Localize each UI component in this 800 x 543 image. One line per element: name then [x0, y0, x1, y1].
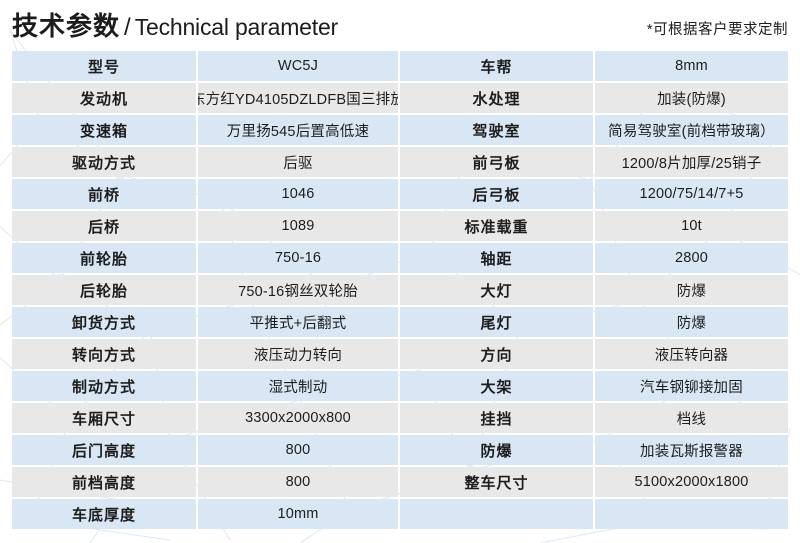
table-row: 后轮胎 750-16钢丝双轮胎: [12, 274, 398, 306]
spec-label: 轴距: [400, 243, 593, 273]
spec-label: 后弓板: [400, 179, 593, 209]
table-row: 轴距 2800: [400, 242, 788, 274]
table-row: 大架 汽车钢铆接加固: [400, 370, 788, 402]
spec-label: 标准载重: [400, 211, 593, 241]
spec-value: WC5J: [198, 51, 398, 81]
spec-label: 方向: [400, 339, 593, 369]
table-row: 前弓板 1200/8片加厚/25销子: [400, 146, 788, 178]
spec-label: [400, 499, 593, 529]
table-row: 车厢尺寸 3300x2000x800: [12, 402, 398, 434]
spec-value: 平推式+后翻式: [198, 307, 398, 337]
spec-value: 液压动力转向: [198, 339, 398, 369]
spec-label: 整车尺寸: [400, 467, 593, 497]
spec-label: 车帮: [400, 51, 593, 81]
spec-value: 汽车钢铆接加固: [595, 371, 788, 401]
spec-table-right: 车帮 8mm 水处理 加装(防爆) 驾驶室 简易驾驶室(前档带玻璃） 前弓板 1200/8片加…: [400, 50, 788, 530]
spec-label: 驾驶室: [400, 115, 593, 145]
table-row: 变速箱 万里扬545后置高低速: [12, 114, 398, 146]
table-row: 发动机 东方红YD4105DZLDFB国三排放: [12, 82, 398, 114]
spec-value: 防爆: [595, 307, 788, 337]
page-title-separator: /: [124, 14, 131, 41]
spec-label: 驱动方式: [12, 147, 196, 177]
spec-label: 防爆: [400, 435, 593, 465]
table-row: 驱动方式 后驱: [12, 146, 398, 178]
spec-value: 2800: [595, 243, 788, 273]
spec-value: 1200/75/14/7+5: [595, 179, 788, 209]
spec-table-left: 型号 WC5J 发动机 东方红YD4105DZLDFB国三排放 变速箱 万里扬545后置高…: [12, 50, 398, 530]
spec-label: 前桥: [12, 179, 196, 209]
spec-value: 800: [198, 435, 398, 465]
spec-value: 1200/8片加厚/25销子: [595, 147, 788, 177]
spec-value: 防爆: [595, 275, 788, 305]
table-row: 驾驶室 简易驾驶室(前档带玻璃）: [400, 114, 788, 146]
spec-label: 车底厚度: [12, 499, 196, 529]
spec-value: 800: [198, 467, 398, 497]
spec-value: 5100x2000x1800: [595, 467, 788, 497]
spec-label: 型号: [12, 51, 196, 81]
spec-value: 东方红YD4105DZLDFB国三排放: [198, 83, 398, 113]
table-row: 制动方式 湿式制动: [12, 370, 398, 402]
table-row: 标准载重 10t: [400, 210, 788, 242]
spec-label: 大架: [400, 371, 593, 401]
spec-value: 8mm: [595, 51, 788, 81]
spec-value: 档线: [595, 403, 788, 433]
spec-value: 加装(防爆): [595, 83, 788, 113]
spec-label: 挂挡: [400, 403, 593, 433]
table-row: 前轮胎 750-16: [12, 242, 398, 274]
page-title-english: Technical parameter: [134, 14, 339, 40]
table-row: 卸货方式 平推式+后翻式: [12, 306, 398, 338]
spec-label: 制动方式: [12, 371, 196, 401]
spec-label: 前轮胎: [12, 243, 196, 273]
spec-label: 后轮胎: [12, 275, 196, 305]
spec-value: 10t: [595, 211, 788, 241]
table-row: 方向 液压转向器: [400, 338, 788, 370]
spec-value: 3300x2000x800: [198, 403, 398, 433]
table-row: 前档高度 800: [12, 466, 398, 498]
spec-value: 加装瓦斯报警器: [595, 435, 788, 465]
spec-value: [595, 499, 788, 529]
spec-label: 车厢尺寸: [12, 403, 196, 433]
spec-label: 转向方式: [12, 339, 196, 369]
page-title-chinese: 技术参数: [12, 11, 121, 41]
spec-label: 前档高度: [12, 467, 196, 497]
spec-value: 后驱: [198, 147, 398, 177]
customization-note: *可根据客户要求定制: [646, 22, 788, 38]
spec-label: 后门高度: [12, 435, 196, 465]
table-row: 水处理 加装(防爆): [400, 82, 788, 114]
table-row: 挂挡 档线: [400, 402, 788, 434]
spec-label: 变速箱: [12, 115, 196, 145]
spec-label: 尾灯: [400, 307, 593, 337]
spec-label: 前弓板: [400, 147, 593, 177]
spec-label: 大灯: [400, 275, 593, 305]
table-row: 防爆 加装瓦斯报警器: [400, 434, 788, 466]
table-row: 后门高度 800: [12, 434, 398, 466]
table-row: 车底厚度 10mm: [12, 498, 398, 530]
spec-value: 万里扬545后置高低速: [198, 115, 398, 145]
table-row: 大灯 防爆: [400, 274, 788, 306]
table-row: 型号 WC5J: [12, 50, 398, 82]
spec-value: 10mm: [198, 499, 398, 529]
table-row: 转向方式 液压动力转向: [12, 338, 398, 370]
spec-label: 发动机: [12, 83, 196, 113]
spec-value: 湿式制动: [198, 371, 398, 401]
spec-value: 750-16钢丝双轮胎: [198, 275, 398, 305]
table-row: [400, 498, 788, 530]
table-row: 后弓板 1200/75/14/7+5: [400, 178, 788, 210]
table-row: 前桥 1046: [12, 178, 398, 210]
spec-value: 1046: [198, 179, 398, 209]
spec-value: 液压转向器: [595, 339, 788, 369]
spec-value: 简易驾驶室(前档带玻璃）: [595, 115, 788, 145]
table-row: 后桥 1089: [12, 210, 398, 242]
spec-value: 750-16: [198, 243, 398, 273]
spec-label: 后桥: [12, 211, 196, 241]
table-row: 整车尺寸 5100x2000x1800: [400, 466, 788, 498]
spec-label: 卸货方式: [12, 307, 196, 337]
table-row: 车帮 8mm: [400, 50, 788, 82]
spec-value: 1089: [198, 211, 398, 241]
page-title: 技术参数 / Technical parameter: [12, 6, 338, 43]
spec-label: 水处理: [400, 83, 593, 113]
table-row: 尾灯 防爆: [400, 306, 788, 338]
page-header: 技术参数 / Technical parameter *可根据客户要求定制: [0, 0, 800, 48]
